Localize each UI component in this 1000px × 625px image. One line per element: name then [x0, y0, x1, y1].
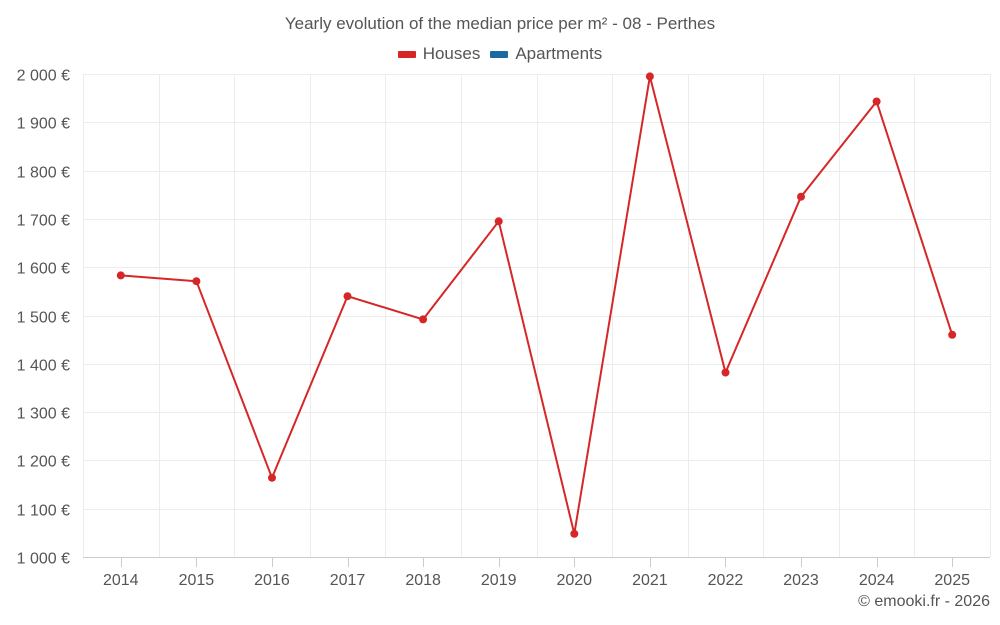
- y-tick-label: 1 700 €: [17, 213, 70, 230]
- legend-item-apartments[interactable]: Apartments: [490, 44, 602, 64]
- legend-label-houses: Houses: [422, 44, 481, 63]
- data-point-houses-2025[interactable]: [948, 330, 957, 339]
- data-point-houses-2019[interactable]: [494, 217, 503, 226]
- axis-layer: 1 000 € 1 100 € 1 200 € 1 300 € 1 400 € 1 500…: [17, 68, 990, 589]
- x-tick-label: 2015: [179, 572, 215, 589]
- y-tick-label: 1 100 €: [17, 503, 70, 520]
- legend-swatch-apartments: [490, 50, 509, 58]
- legend: Houses Apartments: [0, 44, 1000, 64]
- chart-title: Yearly evolution of the median price per…: [284, 14, 716, 33]
- y-tick-label: 1 900 €: [17, 116, 70, 133]
- data-point-houses-2023[interactable]: [797, 192, 805, 201]
- x-tick-label: 2025: [934, 572, 970, 589]
- data-point-houses-2015[interactable]: [192, 277, 201, 286]
- data-point-houses-2016[interactable]: [268, 473, 276, 482]
- series-line-houses: [120, 75, 954, 535]
- data-point-houses-2020[interactable]: [570, 529, 579, 538]
- x-tick-label: 2024: [859, 572, 895, 589]
- grid-layer: [83, 74, 991, 557]
- y-tick-label: 1 600 €: [17, 261, 70, 278]
- y-tick-label: 1 200 €: [17, 454, 70, 471]
- x-tick-label: 2020: [556, 572, 592, 589]
- x-tick-label: 2016: [254, 572, 290, 589]
- y-tick-label: 1 800 €: [17, 165, 70, 182]
- data-point-houses-2024[interactable]: [872, 97, 881, 106]
- legend-item-houses[interactable]: Houses: [397, 44, 481, 64]
- x-tick-label: 2017: [330, 572, 366, 589]
- x-tick-label: 2021: [632, 572, 668, 589]
- data-point-houses-2014[interactable]: [116, 271, 125, 280]
- y-tick-label: 1 500 €: [17, 310, 70, 327]
- x-tick-label: 2018: [405, 572, 441, 589]
- legend-swatch-houses: [397, 50, 416, 58]
- y-tick-label: 1 000 €: [17, 551, 70, 568]
- series-layer: [116, 72, 957, 538]
- x-tick-label: 2019: [481, 572, 517, 589]
- y-tick-label: 1 400 €: [17, 358, 70, 375]
- x-tick-label: 2023: [783, 572, 819, 589]
- y-tick-label: 2 000 €: [17, 68, 70, 85]
- x-tick-label: 2022: [708, 572, 744, 589]
- y-tick-label: 1 300 €: [17, 406, 70, 423]
- x-tick-label: 2014: [103, 572, 139, 589]
- legend-label-apartments: Apartments: [515, 44, 603, 63]
- data-point-houses-2022[interactable]: [721, 368, 730, 377]
- data-point-houses-2021[interactable]: [645, 72, 654, 81]
- data-point-houses-2017[interactable]: [343, 292, 352, 301]
- data-point-houses-2018[interactable]: [419, 315, 428, 324]
- credits[interactable]: © emooki.fr - 2026: [858, 593, 990, 610]
